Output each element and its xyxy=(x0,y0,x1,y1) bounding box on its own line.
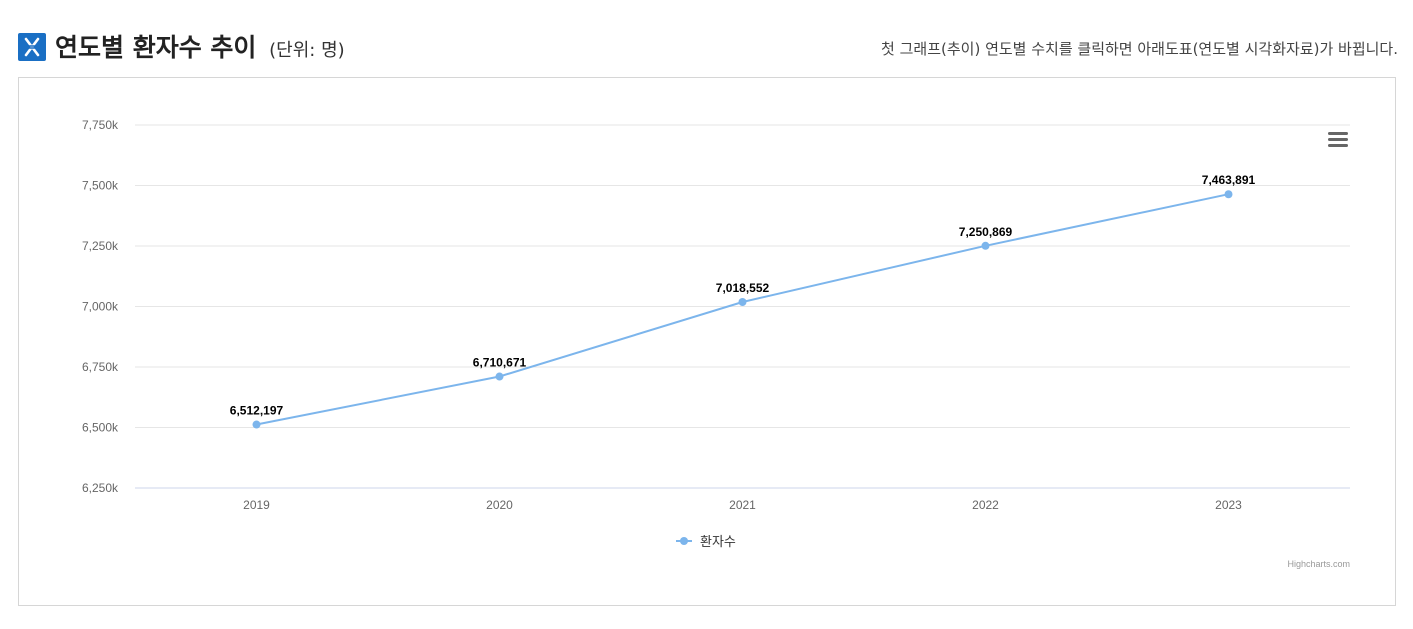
data-label: 6,710,671 xyxy=(473,356,527,370)
data-labels: 6,512,197 6,710,671 7,018,552 7,250,869 7,46… xyxy=(230,173,1256,417)
data-point[interactable] xyxy=(252,420,261,429)
y-axis-ticks: 6,250k 6,500k 6,750k 7,000k 7,250k 7,500k 7,75… xyxy=(82,118,119,495)
y-tick-label: 7,000k xyxy=(82,300,119,314)
series-line-path[interactable] xyxy=(256,193,1229,426)
y-tick-label: 7,500k xyxy=(82,179,119,193)
x-tick-label: 2020 xyxy=(486,498,513,512)
legend: 환자수 xyxy=(676,535,736,550)
data-point[interactable] xyxy=(495,372,504,381)
legend-marker xyxy=(680,537,688,545)
page-title-text: 연도별 환자수 추이 xyxy=(55,33,257,62)
chart-hint: 첫 그래프(추이) 연도별 수치를 클릭하면 아래도표(연도별 시각화자료)가 … xyxy=(881,40,1398,58)
page-unit: (단위: 명) xyxy=(269,40,345,61)
x-tick-label: 2022 xyxy=(972,498,999,512)
x-tick-label: 2019 xyxy=(243,498,270,512)
data-label: 7,018,552 xyxy=(716,281,770,295)
series-line xyxy=(256,193,1229,426)
chart-icon xyxy=(18,33,46,61)
x-axis-ticks: 2019 2020 2021 2022 2023 xyxy=(243,498,1242,512)
page-title: 연도별 환자수 추이 (단위: 명) xyxy=(55,30,345,69)
chart-credits[interactable]: Highcharts.com xyxy=(1287,559,1350,569)
x-tick-label: 2023 xyxy=(1215,498,1242,512)
line-chart[interactable]: 6,250k 6,500k 6,750k 7,000k 7,250k 7,500k 7,75… xyxy=(19,78,1395,605)
hamburger-menu-icon[interactable] xyxy=(1327,130,1349,152)
data-label: 6,512,197 xyxy=(230,404,284,418)
y-tick-label: 6,500k xyxy=(82,421,119,435)
legend-label: 환자수 xyxy=(700,535,736,550)
data-label: 7,463,891 xyxy=(1202,173,1256,187)
legend-item[interactable]: 환자수 xyxy=(676,535,736,550)
chart-container: 6,250k 6,500k 6,750k 7,000k 7,250k 7,500k 7,75… xyxy=(18,77,1396,606)
y-tick-label: 6,750k xyxy=(82,360,119,374)
data-point[interactable] xyxy=(738,298,747,307)
y-tick-label: 7,750k xyxy=(82,118,119,132)
data-label: 7,250,869 xyxy=(959,225,1013,239)
data-point[interactable] xyxy=(1224,190,1233,199)
series-points xyxy=(252,190,1233,429)
grid-lines xyxy=(135,124,1350,489)
y-tick-label: 7,250k xyxy=(82,239,119,253)
y-tick-label: 6,250k xyxy=(82,481,119,495)
x-tick-label: 2021 xyxy=(729,498,756,512)
data-point[interactable] xyxy=(981,241,990,250)
chart-header: 연도별 환자수 추이 (단위: 명) 첫 그래프(추이) 연도별 수치를 클릭하… xyxy=(18,30,1398,66)
